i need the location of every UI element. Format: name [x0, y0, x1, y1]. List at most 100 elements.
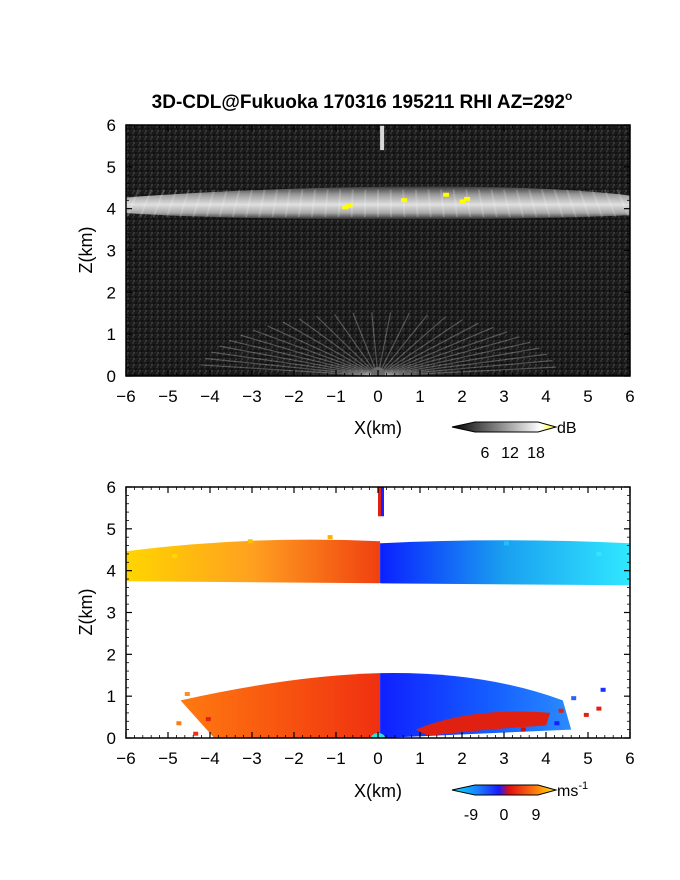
cloud-streak [465, 189, 472, 218]
reflectivity-ylabel: Z(km) [76, 227, 96, 274]
cloud-streak [126, 189, 140, 218]
y-tick-label: 0 [107, 367, 116, 386]
fan-ray [201, 364, 379, 376]
cloud-streak [528, 189, 538, 218]
cloud-streak [591, 189, 604, 218]
reflectivity-features [342, 125, 471, 210]
velocity-colorbar-unit: ms-1 [557, 780, 588, 800]
x-tick-label: −5 [158, 749, 177, 768]
upper-layer-east [380, 540, 630, 586]
cloud-streak [192, 189, 203, 218]
x-tick-label: 1 [415, 749, 424, 768]
x-tick-label: −2 [284, 749, 303, 768]
velocity-colorbar: ms-1 -9 0 9 [451, 780, 588, 824]
x-tick-label: 3 [499, 387, 508, 406]
fan-ray [229, 339, 379, 376]
cloud-streak [540, 189, 551, 218]
fan-ray [377, 312, 392, 376]
x-tick-label: −6 [116, 749, 135, 768]
y-tick-label: 4 [107, 562, 116, 581]
fan-ray [253, 329, 379, 376]
x-tick-label: −1 [326, 749, 345, 768]
cloud-streak [258, 189, 266, 218]
fan-ray [377, 313, 410, 376]
y-tick-label: 6 [107, 478, 116, 497]
reflectivity-colorbar-bar [451, 421, 558, 433]
x-tick-label: −4 [200, 749, 219, 768]
fan-ray [377, 341, 531, 376]
reflectivity-fan-echo [189, 309, 567, 376]
y-tick-label: 1 [107, 687, 116, 706]
fan-ray [211, 351, 379, 376]
cloud-streak [218, 189, 228, 218]
x-tick-label: 0 [373, 749, 382, 768]
fan-ray [377, 316, 446, 376]
x-tick-label: −5 [158, 387, 177, 406]
x-tick-label: 2 [457, 387, 466, 406]
cloud-streak [603, 189, 617, 218]
lower-east-red-streak [415, 711, 551, 736]
cloud-streak [337, 189, 342, 218]
reflectivity-colorbar: dB 6 12 18 [451, 420, 577, 462]
y-tick-label: 2 [107, 645, 116, 664]
velocity-colorbar-bar [451, 784, 558, 796]
cloud-layer-echo [126, 186, 630, 220]
velocity-layers [126, 487, 630, 738]
velocity-pixel [554, 721, 560, 726]
cloud-streak [427, 189, 432, 218]
reflectivity-axes: −6 −5 −4 −3 −2 −1 0 1 2 3 4 5 6 0 1 2 3 4 5 6 [107, 116, 635, 406]
fan-echo [189, 309, 567, 376]
lower-layer-west [180, 673, 381, 738]
reflectivity-colorbar-tick-2: 18 [527, 445, 545, 462]
velocity-panel: −6 −5 −4 −3 −2 −1 0 1 2 3 4 5 6 0 1 2 3 4 5 6 X(km) Z(km) m… [76, 478, 635, 824]
x-tick-label: 5 [583, 749, 592, 768]
x-tick-label: 3 [499, 749, 508, 768]
y-tick-label: 3 [107, 604, 116, 623]
velocity-pixel [504, 541, 509, 546]
reflectivity-xlabel: X(km) [354, 418, 402, 438]
fan-ray [334, 313, 379, 376]
velocity-pixel [558, 708, 564, 713]
fan-ray [352, 312, 379, 376]
velocity-pixel [184, 691, 190, 696]
velocity-pixel [600, 687, 606, 692]
y-tick-label: 5 [107, 520, 116, 539]
cloud-streak [350, 189, 354, 218]
y-tick-label: 3 [107, 242, 116, 261]
saturated-spot [459, 199, 466, 204]
vertical-beam-echo [380, 125, 385, 151]
cloud-streak [363, 189, 367, 218]
fan-ray [316, 315, 379, 376]
saturated-spot [342, 205, 349, 210]
cloud-streak [402, 189, 406, 218]
cloud-streak [452, 189, 459, 218]
x-tick-label: 0 [373, 387, 382, 406]
velocity-pixel [583, 712, 589, 717]
cloud-streak [477, 189, 485, 218]
vertical-beam-blue [381, 487, 384, 517]
velocity-pixel [193, 731, 199, 736]
vertical-beam-red [378, 487, 381, 517]
saturated-spot [464, 196, 471, 201]
cloud-streak [389, 189, 393, 218]
y-tick-label: 0 [107, 729, 116, 748]
velocity-pixel [596, 706, 602, 711]
velocity-colorbar-tick-2: 9 [532, 807, 541, 824]
x-tick-label: −6 [116, 387, 135, 406]
fan-ray [377, 360, 553, 376]
reflectivity-plot-area [126, 125, 630, 376]
fan-ray [377, 326, 494, 376]
saturated-spot [443, 192, 450, 197]
cloud-streak [179, 189, 190, 218]
cloud-streak [284, 189, 291, 218]
velocity-axes: −6 −5 −4 −3 −2 −1 0 1 2 3 4 5 6 0 1 2 3 4 5 6 [107, 478, 635, 768]
velocity-ylabel: Z(km) [76, 589, 96, 636]
y-tick-label: 2 [107, 283, 116, 302]
saturated-spot [401, 198, 408, 203]
cloud-streak [578, 189, 591, 218]
x-tick-label: 6 [625, 749, 634, 768]
cloud-streak [553, 189, 564, 218]
cloud-streak [616, 189, 630, 218]
